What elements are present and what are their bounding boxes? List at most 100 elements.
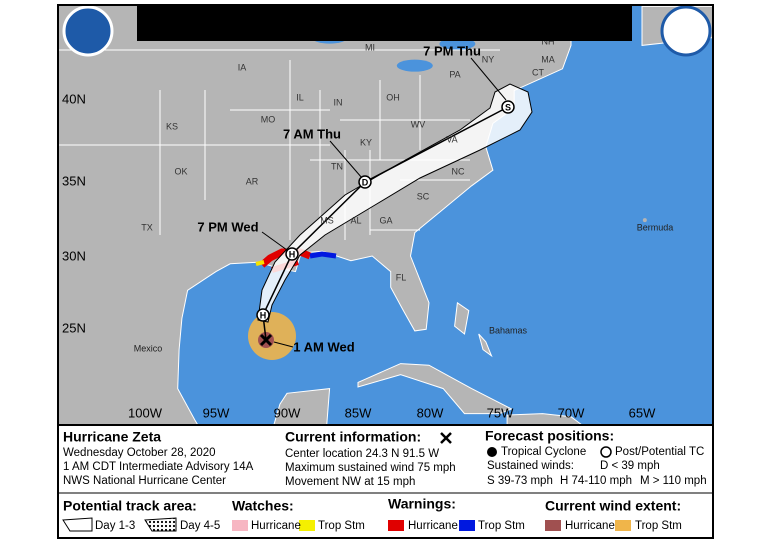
state-label: GA xyxy=(379,215,392,225)
latitude-label: 30N xyxy=(62,248,86,263)
state-label: IN xyxy=(334,97,343,107)
longitude-label: 80W xyxy=(417,405,444,420)
state-label: VA xyxy=(446,134,457,144)
post-tc-symbol xyxy=(600,446,612,458)
forecast-point-label: H xyxy=(289,249,296,259)
landmass xyxy=(478,333,493,358)
warning-item: Hurricane xyxy=(408,520,458,532)
forecast-time: 1 AM Wed xyxy=(293,339,354,354)
wind-class: D < 39 mph xyxy=(600,460,660,472)
map: Note: The cone contains the probable pat… xyxy=(58,5,713,425)
forecast-point xyxy=(358,175,372,189)
longitude-label: 65W xyxy=(629,405,656,420)
nws-logo xyxy=(660,5,712,57)
state-label: NH xyxy=(542,36,555,46)
state-label: AL xyxy=(350,215,361,225)
forecast-point xyxy=(256,308,270,322)
bermuda xyxy=(642,218,647,223)
tropical-storm-watch xyxy=(255,260,265,266)
forecast-cone xyxy=(257,83,533,323)
wind-extent-item: Trop Stm xyxy=(635,520,682,532)
longitude-label: 70W xyxy=(558,405,585,420)
state-label: TX xyxy=(141,222,153,232)
state-label: MO xyxy=(261,114,276,124)
tropical-label: Tropical Cyclone xyxy=(501,446,586,458)
longitude-label: 75W xyxy=(487,405,514,420)
state-label: PA xyxy=(449,69,460,79)
state-label: SC xyxy=(417,191,430,201)
current-line: Center location 24.3 N 91.5 W xyxy=(285,448,439,460)
swatch xyxy=(232,520,248,531)
state-label: AR xyxy=(246,176,259,186)
legend: Hurricane Zeta Wednesday October 28, 2020… xyxy=(62,428,707,532)
state-label: FL xyxy=(396,272,407,282)
forecast-title: Forecast positions: xyxy=(485,428,614,444)
latitude-label: 25N xyxy=(62,320,86,335)
state-label: IL xyxy=(296,92,304,102)
storm-name: Hurricane Zeta xyxy=(63,429,161,445)
watch-item: Trop Stm xyxy=(318,520,365,532)
track-title: Potential track area: xyxy=(63,498,197,514)
forecast-point-label: D xyxy=(362,177,369,187)
wind-class: S 39-73 mph xyxy=(487,475,553,487)
wind-class: M > 110 mph xyxy=(640,475,707,487)
day4-5-symbol xyxy=(144,517,177,532)
longitude-label: 90W xyxy=(274,405,301,420)
hurricane-warning xyxy=(259,248,312,268)
watches-title: Watches: xyxy=(232,498,294,514)
state-label: MI xyxy=(365,42,375,52)
state-label: KY xyxy=(360,137,372,147)
watch-item: Hurricane xyxy=(251,520,301,532)
wind-extent-item: Hurricane xyxy=(565,520,615,532)
state-label: NC xyxy=(452,166,465,176)
forecast-point-label: H xyxy=(260,310,267,320)
latitude-label: 40N xyxy=(62,91,86,106)
longitude-label: 95W xyxy=(203,405,230,420)
advisory: 1 AM CDT Intermediate Advisory 14A xyxy=(63,461,254,473)
state-label: TN xyxy=(331,161,343,171)
forecast-point-label: S xyxy=(505,102,511,112)
place-label: Bermuda xyxy=(637,222,674,232)
landmass xyxy=(506,413,583,425)
swatch xyxy=(459,520,475,531)
current-position xyxy=(259,333,273,347)
state-label: IA xyxy=(238,62,247,72)
state-label: MA xyxy=(541,54,555,64)
noaa-logo xyxy=(62,5,114,57)
swatch xyxy=(299,520,315,531)
state-label: CT xyxy=(532,67,544,77)
track-item: Day 4-5 xyxy=(180,520,220,532)
warnings-title: Warnings: xyxy=(388,496,456,512)
state-label: NY xyxy=(482,54,495,64)
winds-title: Sustained winds: xyxy=(487,460,574,472)
landmass xyxy=(454,301,470,335)
current-line: Maximum sustained wind 75 mph xyxy=(285,462,456,474)
longitude-label: 85W xyxy=(345,405,372,420)
warning-item: Trop Stm xyxy=(478,520,525,532)
current-title: Current information: xyxy=(285,429,421,445)
swatch xyxy=(545,520,561,531)
forecast-time: 7 PM Wed xyxy=(197,219,258,234)
post-label: Post/Potential TC xyxy=(615,446,704,458)
track-item: Day 1-3 xyxy=(95,520,135,532)
tropical-symbol xyxy=(487,447,497,457)
tropical-storm-warning xyxy=(309,251,337,259)
state-label: MS xyxy=(320,215,334,225)
forecast-point xyxy=(285,247,299,261)
leader xyxy=(470,57,507,101)
landmass xyxy=(357,363,513,415)
state-label: OK xyxy=(174,166,187,176)
swatch xyxy=(388,520,404,531)
state-label: KS xyxy=(166,121,178,131)
lake xyxy=(396,59,433,72)
forecast-time: 7 AM Thu xyxy=(283,126,341,141)
swatch xyxy=(615,520,631,531)
state-label: WV xyxy=(411,119,426,129)
frame xyxy=(57,4,714,539)
center-name: NWS National Hurricane Center xyxy=(63,475,226,487)
note-box xyxy=(137,5,632,41)
place-label: Mexico xyxy=(134,343,163,353)
leader xyxy=(329,140,363,179)
forecast-point xyxy=(501,100,515,114)
